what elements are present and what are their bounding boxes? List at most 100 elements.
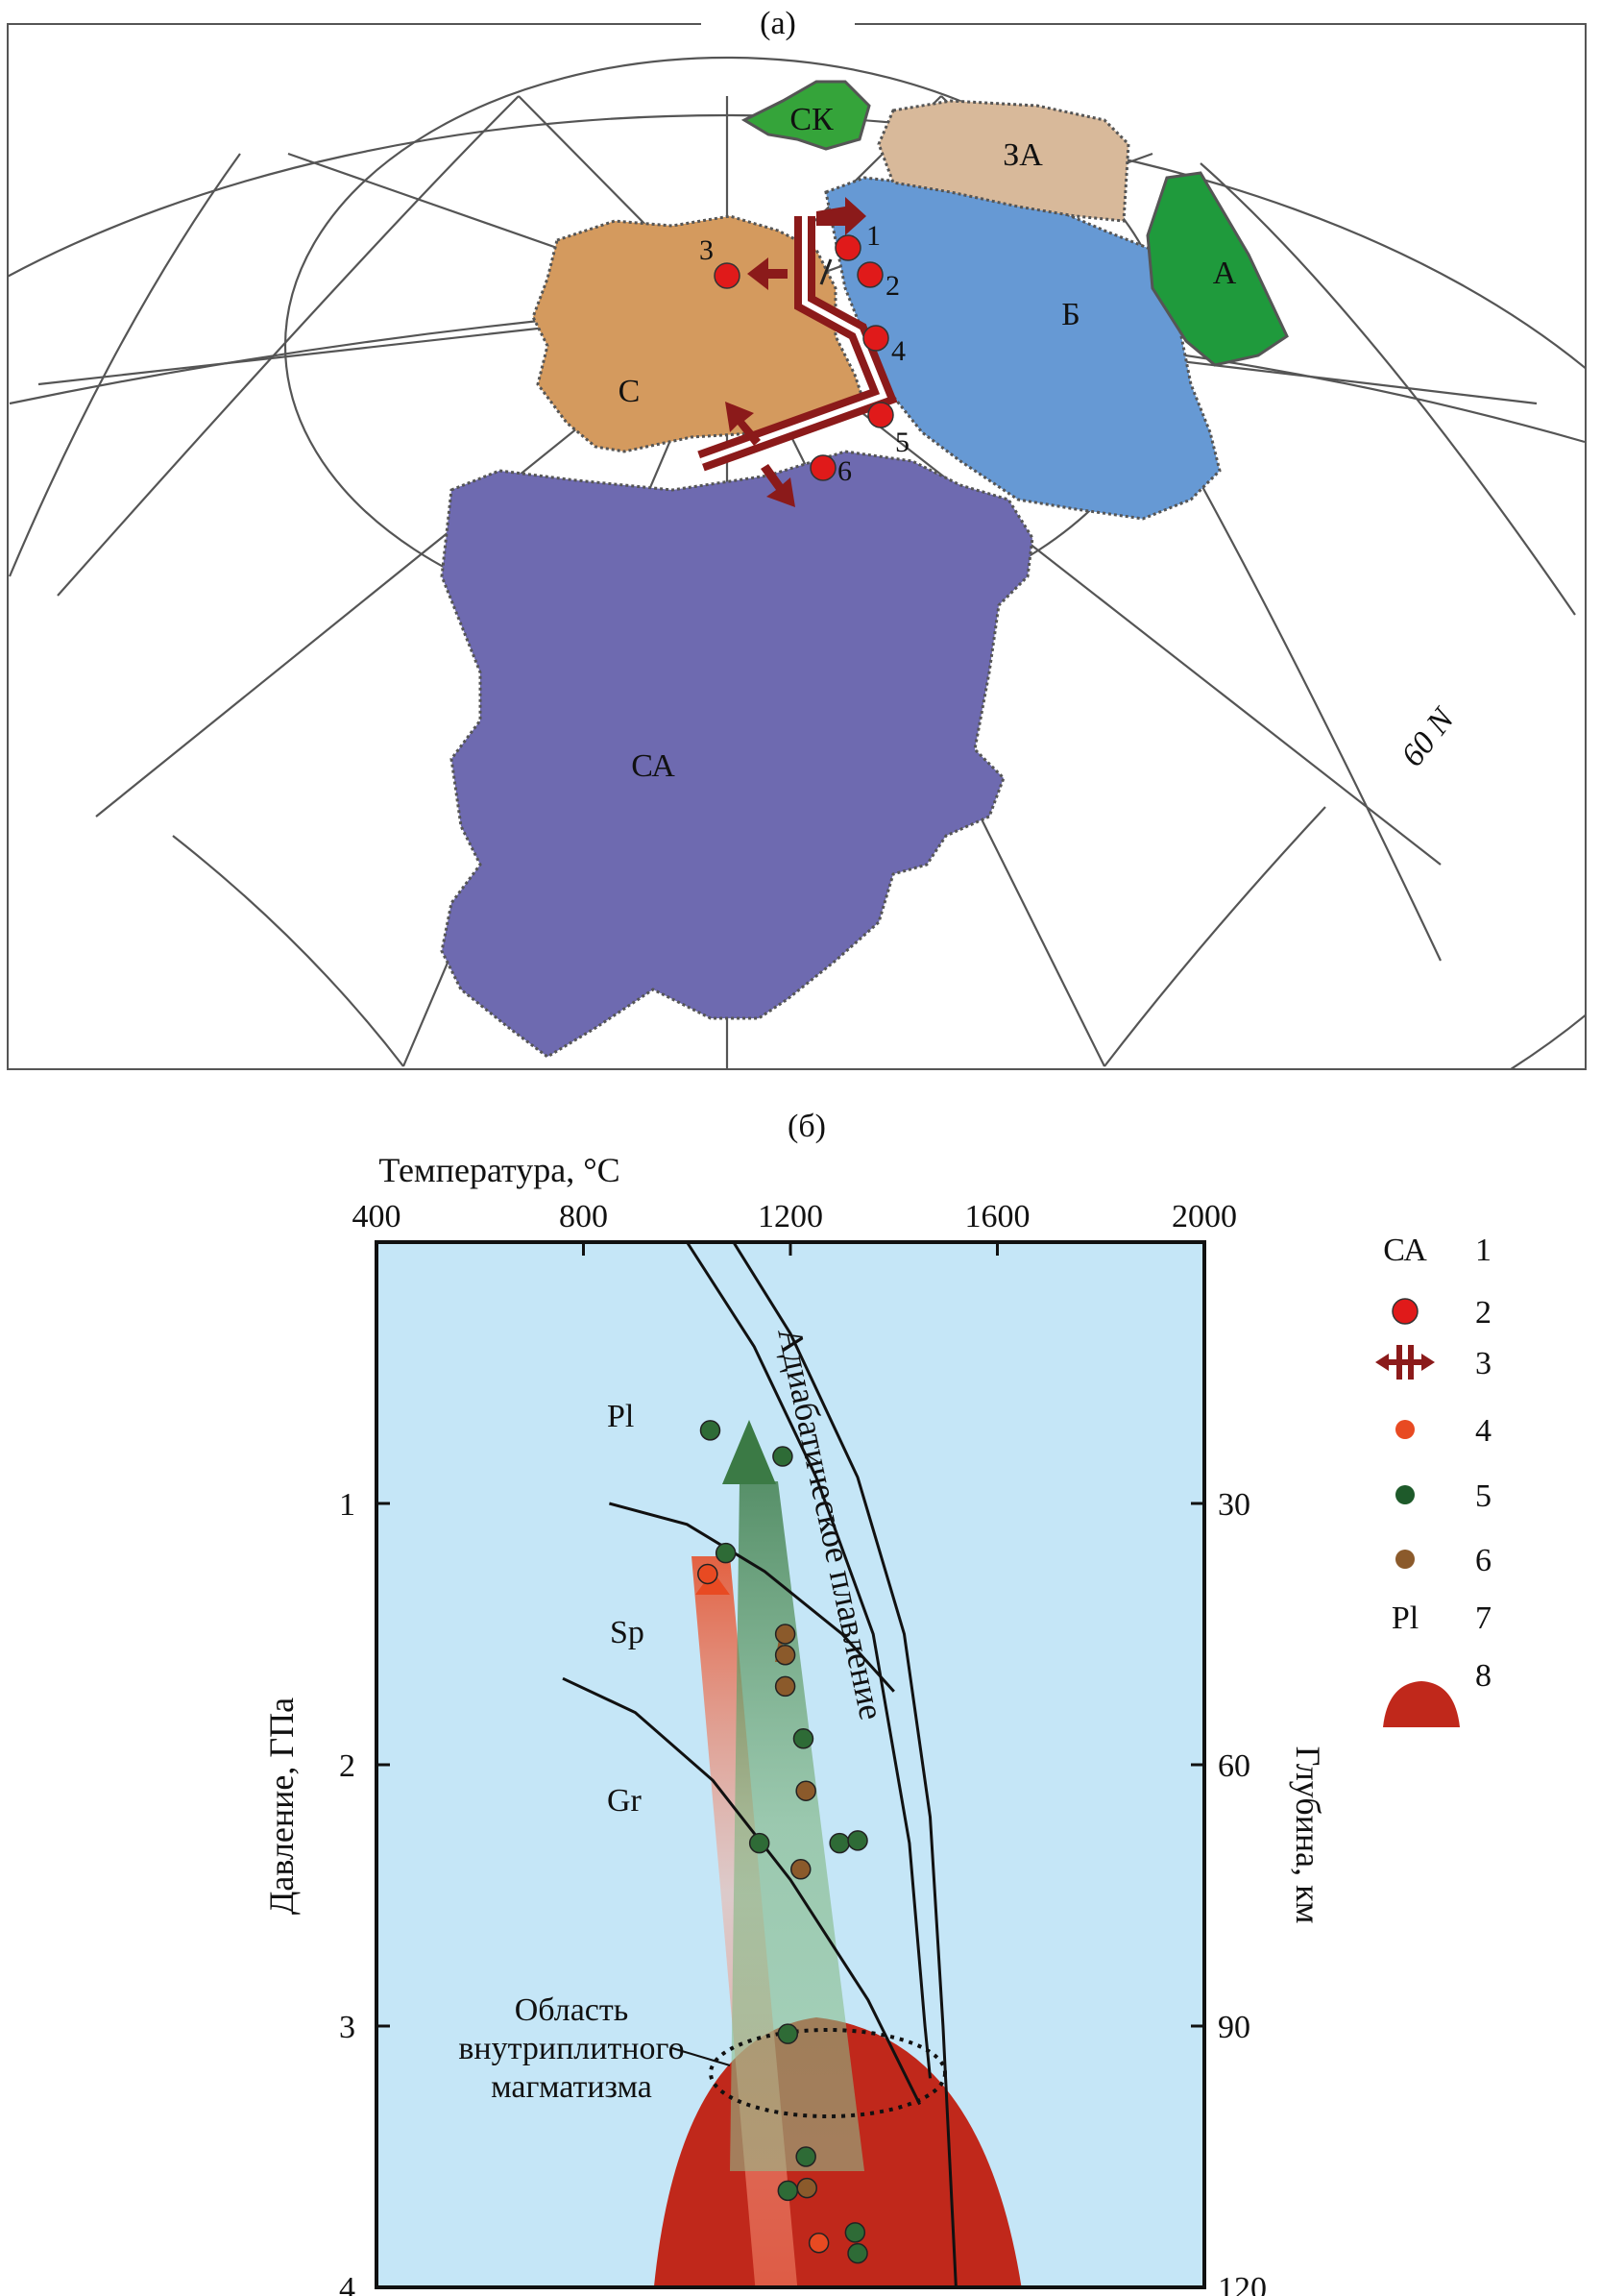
site-label-3: 3 [699, 234, 714, 266]
block-ca-label: СА [631, 748, 675, 784]
depth-tick-label-3: 120 [1218, 2271, 1267, 2296]
block-a [1146, 171, 1289, 367]
panel-b-title: (б) [788, 1109, 826, 1144]
point-series-5-1 [772, 1446, 793, 1467]
facies-gr: Gr [607, 1783, 643, 1819]
point-series-6-4 [790, 1859, 812, 1880]
x-tick-label-2: 1200 [758, 1199, 823, 1234]
rift-arrows [725, 197, 866, 507]
site-label-1: 1 [866, 220, 881, 252]
point-series-5-11 [847, 2242, 868, 2264]
panel-b: (б) Температура, °C 400 800 1200 1600 200012… [262, 1109, 1327, 2296]
block-c-label: С [619, 374, 641, 409]
point-series-5-4 [748, 1832, 770, 1854]
point-series-5-0 [699, 1420, 721, 1441]
y-tick-label-3: 4 [339, 2271, 355, 2296]
legend-plume-icon [1383, 1681, 1460, 1727]
y-tick-label-0: 1 [339, 1487, 355, 1523]
region-pointer [671, 2047, 731, 2066]
legend-red-dot [1392, 1298, 1419, 1325]
legend-rift-icon [1375, 1345, 1435, 1380]
site-label-4: 4 [891, 335, 906, 367]
block-b-label: Б [1061, 297, 1080, 332]
block-za-label: ЗА [1003, 137, 1043, 173]
site-dot-6 [810, 454, 837, 481]
x-axis-label: Температура, °C [378, 1151, 619, 1189]
site-dot-3 [714, 262, 740, 289]
green-arrow-shaft [730, 1481, 864, 2171]
line-adiabat-outer [732, 1242, 958, 2287]
point-series-6-0 [774, 1624, 796, 1645]
y-tick-label-1: 2 [339, 1748, 355, 1784]
x-tick-label-4: 2000 [1172, 1199, 1237, 1234]
point-series-4-1 [808, 2233, 830, 2254]
legend-green-dot [1395, 1485, 1415, 1504]
legend: СА Pl 1 2 3 4 5 6 7 8 [1375, 1233, 1492, 1727]
x-tick-label-3: 1600 [965, 1199, 1031, 1234]
block-za [877, 99, 1130, 223]
region-label-line-2: внутриплитного [458, 2031, 684, 2066]
point-series-5-10 [844, 2222, 866, 2243]
site-dot-4 [862, 325, 889, 352]
block-a-label: А [1213, 256, 1237, 291]
plot-content [562, 1242, 1022, 2287]
site-dot-5 [867, 402, 894, 428]
legend-number-1: 1 [1475, 1233, 1492, 1268]
legend-brown-dot [1395, 1550, 1415, 1569]
site-dot-2 [857, 261, 884, 288]
site-label-2: 2 [885, 270, 900, 302]
green-arrow-head [722, 1420, 776, 1484]
legend-number-4: 4 [1475, 1413, 1492, 1449]
line-sp-gr [562, 1676, 922, 2106]
region-label-line-1: Область [515, 1992, 629, 2028]
legend-number-2: 2 [1475, 1295, 1492, 1331]
site-dot-1 [835, 234, 861, 261]
legend-symbol-7: Pl [1392, 1600, 1419, 1636]
legend-number-3: 3 [1475, 1346, 1492, 1381]
point-series-6-5 [796, 2177, 817, 2199]
depth-tick-label-1: 60 [1218, 1748, 1250, 1784]
point-series-6-2 [774, 1675, 796, 1698]
block-ca [440, 450, 1034, 1059]
legend-number-6: 6 [1475, 1543, 1492, 1578]
legend-symbol-1: СА [1383, 1233, 1427, 1268]
y-right-label: Глубина, км [1289, 1746, 1327, 1924]
sites: 1 2 3 4 5 6 [699, 220, 910, 487]
line-pl-sp [609, 1502, 895, 1693]
line-adiabat-inner [686, 1242, 932, 2079]
panel-a: (a) [7, 5, 1587, 1070]
facies-pl: Pl [607, 1399, 634, 1434]
legend-number-8: 8 [1475, 1658, 1492, 1694]
point-series-5-5 [829, 1832, 850, 1854]
block-ck-label: СК [789, 102, 834, 137]
y-tick-label-2: 3 [339, 2010, 355, 2045]
point-series-5-9 [777, 2180, 799, 2202]
legend-orange-dot [1395, 1420, 1415, 1439]
point-series-6-3 [795, 1780, 816, 1801]
block-ck [740, 80, 871, 151]
site-label-5: 5 [895, 427, 910, 458]
panel-a-title: (a) [760, 6, 796, 41]
point-series-6-1 [774, 1645, 796, 1666]
y-left-label: Давление, ГПа [262, 1698, 301, 1915]
data-points [697, 1420, 868, 2264]
point-series-5-8 [795, 2146, 816, 2167]
point-series-5-3 [792, 1728, 814, 1749]
depth-tick-label-2: 90 [1218, 2010, 1250, 2045]
site-label-6: 6 [837, 455, 852, 487]
depth-tick-label-0: 30 [1218, 1487, 1250, 1523]
facies-sp: Sp [610, 1615, 644, 1650]
legend-number-7: 7 [1475, 1600, 1492, 1636]
axis-ticks: 400 800 1200 1600 2000 1 2 3 4 30 60 90 120 [339, 1199, 1267, 2296]
point-series-4-0 [697, 1563, 718, 1585]
phase-boundaries [562, 1242, 958, 2287]
point-series-5-6 [847, 1830, 868, 1851]
x-tick-label-0: 400 [352, 1199, 401, 1234]
point-series-5-2 [715, 1542, 737, 1564]
region-label-line-3: магматизма [491, 2069, 652, 2105]
x-tick-label-1: 800 [559, 1199, 608, 1234]
site-pointer [819, 258, 833, 285]
rift-zone [697, 216, 898, 472]
legend-number-5: 5 [1475, 1478, 1492, 1514]
